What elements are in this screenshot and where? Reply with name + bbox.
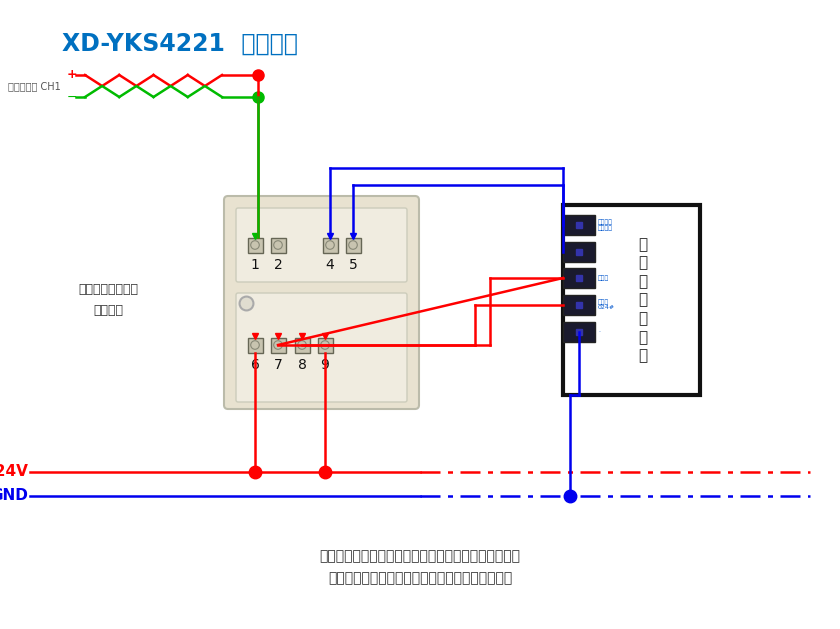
- FancyBboxPatch shape: [236, 208, 407, 282]
- Bar: [563, 322, 595, 342]
- Bar: [563, 215, 595, 235]
- Text: 模块用于风机、水泵作为满足直启要求设计安装。: 模块用于风机、水泵作为满足直启要求设计安装。: [328, 571, 512, 585]
- FancyBboxPatch shape: [224, 196, 419, 409]
- Text: 4: 4: [326, 258, 334, 272]
- Bar: [563, 295, 595, 315]
- Text: 启动反馈
反馈信号: 启动反馈 反馈信号: [598, 219, 613, 231]
- Bar: [270, 338, 286, 352]
- Text: XD-YKS4221  多线模块: XD-YKS4221 多线模块: [62, 32, 298, 56]
- Text: ·: ·: [598, 330, 600, 335]
- Text: 注：多线联动盘与多线模块之间两线制相接，有极性。: 注：多线联动盘与多线模块之间两线制相接，有极性。: [319, 549, 521, 563]
- Text: 启动：: 启动：: [598, 276, 609, 281]
- Text: 7: 7: [274, 358, 282, 372]
- Text: 直
启
动
联
动
设
备: 直 启 动 联 动 设 备: [638, 237, 648, 364]
- Text: −: −: [66, 91, 77, 104]
- Bar: [295, 338, 309, 352]
- Bar: [323, 238, 338, 252]
- Text: 多线联动盘 CH1: 多线联动盘 CH1: [8, 81, 60, 91]
- Bar: [345, 238, 360, 252]
- Text: 停止：
024#: 停止： 024#: [598, 299, 615, 311]
- Text: +24V: +24V: [0, 464, 28, 479]
- Text: 9: 9: [321, 358, 329, 372]
- Bar: [563, 242, 595, 262]
- Text: 2: 2: [274, 258, 282, 272]
- Bar: [248, 338, 263, 352]
- Bar: [270, 238, 286, 252]
- Text: GND: GND: [0, 489, 28, 503]
- Bar: [248, 238, 263, 252]
- Text: 1: 1: [250, 258, 260, 272]
- Bar: [318, 338, 333, 352]
- Bar: [563, 268, 595, 288]
- Bar: [563, 205, 700, 395]
- FancyBboxPatch shape: [236, 293, 407, 402]
- Text: 有源输出二次信号
启动方式: 有源输出二次信号 启动方式: [78, 283, 138, 317]
- Text: +: +: [66, 69, 77, 82]
- Text: 6: 6: [250, 358, 260, 372]
- Text: 8: 8: [297, 358, 307, 372]
- Text: 5: 5: [349, 258, 357, 272]
